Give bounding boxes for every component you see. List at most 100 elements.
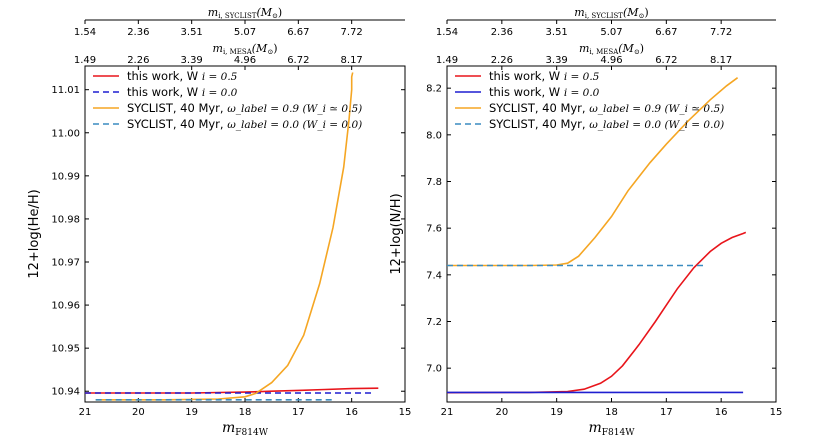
x-axis-label-sub: F814W bbox=[602, 428, 635, 438]
y-axis-label: 12+log(He/H) bbox=[27, 189, 42, 278]
x-tick-label: 21 bbox=[441, 407, 454, 418]
y-tick-label: 7.0 bbox=[426, 364, 442, 375]
y-tick-label: 8.2 bbox=[426, 84, 442, 95]
x-tick-label: 19 bbox=[550, 407, 563, 418]
legend-label-1: this work, W i = 0.5 bbox=[127, 69, 238, 83]
top-axis-1-tick-label: 3.51 bbox=[546, 27, 568, 38]
y-tick-label: 11.01 bbox=[51, 85, 80, 96]
y-tick-label: 10.97 bbox=[51, 258, 80, 269]
y-tick-label: 10.98 bbox=[51, 214, 80, 225]
top-axis-1-tick-label: 7.72 bbox=[710, 27, 732, 38]
top-axis-1-label-part: ) bbox=[644, 6, 648, 19]
x-tick-label: 15 bbox=[399, 407, 412, 418]
top-axis-2-label-part: i, MESA bbox=[223, 48, 253, 56]
legend-label-math: i = 0.5 bbox=[564, 71, 600, 83]
x-tick-label: 21 bbox=[79, 407, 92, 418]
legend-label-3: SYCLIST, 40 Myr, ω_label = 0.9 (W_i ≃ 0.… bbox=[127, 101, 362, 115]
top-axis-2-tick-label: 3.39 bbox=[546, 55, 568, 66]
top-axis-2-tick-label: 1.49 bbox=[74, 55, 96, 66]
panel-2: 21 20 19 18 17 16 157.07.27.47.67.88.08.2mF814… bbox=[389, 6, 782, 438]
x-axis-label: mF814W bbox=[589, 420, 636, 438]
panel-1: 21 20 19 18 17 16 15 10.94 10.95 10.96 10.97 10.98 1… bbox=[27, 6, 411, 438]
top-axis-1-tick-label: 5.07 bbox=[600, 27, 622, 38]
y-tick-label: 10.96 bbox=[51, 301, 80, 312]
legend-label-math: ω_label = 0.0 (W_i = 0.0) bbox=[589, 119, 724, 131]
top-axis-2-label: mi, MESA(M⊙) bbox=[579, 42, 644, 56]
top-axis-1-label-part: (M bbox=[256, 6, 272, 19]
top-axis-2-label-part: m bbox=[213, 42, 223, 55]
x-tick-label: 17 bbox=[660, 407, 673, 418]
top-axis-2-label-part: m bbox=[579, 42, 589, 55]
y-axis-label: 12+log(N/H) bbox=[389, 193, 404, 274]
legend-label-math: ω_label = 0.9 (W_i ≃ 0.5) bbox=[589, 103, 724, 115]
legend-label-1: this work, W i = 0.5 bbox=[489, 69, 600, 83]
top-axis-1-tick-label: 1.54 bbox=[74, 27, 96, 38]
legend-label-math: i = 0.0 bbox=[564, 87, 600, 99]
legend-label-math: i = 0.5 bbox=[202, 71, 238, 83]
x-tick-label: 16 bbox=[715, 407, 728, 418]
top-axis-2-label-part: ⊙ bbox=[634, 48, 640, 56]
legend-label-math: i = 0.0 bbox=[202, 87, 238, 99]
x-axis-label-m: m bbox=[222, 420, 235, 436]
x-tick-label: 20 bbox=[132, 407, 145, 418]
top-axis-2-label-part: ) bbox=[273, 42, 277, 55]
legend-label-text: this work, W bbox=[489, 85, 564, 99]
top-axis-1-tick-label: 5.07 bbox=[234, 27, 256, 38]
y-tick-label: 7.4 bbox=[426, 270, 442, 281]
legend-label-text: this work, W bbox=[127, 69, 202, 83]
top-axis-2-tick-label: 8.17 bbox=[710, 55, 732, 66]
x-axis-label: mF814W bbox=[222, 420, 269, 438]
top-axis-2-label: mi, MESA(M⊙) bbox=[213, 42, 278, 56]
legend-label-text: this work, W bbox=[489, 69, 564, 83]
legend-label-text: SYCLIST, 40 Myr, bbox=[489, 101, 589, 115]
x-tick-label: 20 bbox=[495, 407, 508, 418]
top-axis-1-label: mi, SYCLIST(M⊙) bbox=[574, 6, 648, 20]
x-tick-label: 17 bbox=[292, 407, 305, 418]
series-line-3 bbox=[95, 72, 354, 401]
x-tick-label: 15 bbox=[770, 407, 783, 418]
x-axis-label-sub: F814W bbox=[235, 428, 268, 438]
legend-label-math: ω_label = 0.0 (W_i = 0.0) bbox=[227, 119, 362, 131]
x-tick-label: 18 bbox=[605, 407, 618, 418]
y-tick-label: 7.8 bbox=[426, 177, 442, 188]
top-axis-1-label-part: ⊙ bbox=[272, 12, 278, 20]
legend-label-text: SYCLIST, 40 Myr, bbox=[127, 101, 227, 115]
top-axis-2-tick-label: 1.49 bbox=[436, 55, 458, 66]
top-axis-2-tick-label: 8.17 bbox=[341, 55, 363, 66]
y-tick-label: 7.2 bbox=[426, 317, 442, 328]
top-axis-2-label-part: ⊙ bbox=[267, 48, 273, 56]
legend-label-2: this work, W i = 0.0 bbox=[127, 85, 238, 99]
top-axis-1-label-part: ⊙ bbox=[639, 12, 645, 20]
top-axis-2-label-part: (M bbox=[252, 42, 268, 55]
top-axis-2-tick-label: 3.39 bbox=[181, 55, 203, 66]
top-axis-2-tick-label: 4.96 bbox=[600, 55, 622, 66]
y-tick-label: 10.99 bbox=[51, 171, 80, 182]
top-axis-1-label-part: (M bbox=[623, 6, 639, 19]
top-axis-2-tick-label: 2.26 bbox=[491, 55, 513, 66]
top-axis-1-label-part: ) bbox=[278, 6, 282, 19]
top-axis-1-tick-label: 7.72 bbox=[341, 27, 363, 38]
legend-label-3: SYCLIST, 40 Myr, ω_label = 0.9 (W_i ≃ 0.… bbox=[489, 101, 724, 115]
top-axis-1-label-part: i, SYCLIST bbox=[218, 12, 257, 20]
top-axis-1-tick-label: 6.67 bbox=[287, 27, 309, 38]
legend-label-2: this work, W i = 0.0 bbox=[489, 85, 600, 99]
y-tick-label: 10.95 bbox=[51, 344, 80, 355]
top-axis-1-label-part: m bbox=[574, 6, 584, 19]
top-axis-2-label-part: (M bbox=[618, 42, 634, 55]
top-axis-1-label-part: i, SYCLIST bbox=[585, 12, 624, 20]
legend-label-math: ω_label = 0.9 (W_i ≃ 0.5) bbox=[227, 103, 362, 115]
top-axis-1-tick-label: 1.54 bbox=[436, 27, 458, 38]
top-axis-1-label: mi, SYCLIST(M⊙) bbox=[208, 6, 282, 20]
top-axis-2-label-part: ) bbox=[640, 42, 644, 55]
top-axis-2-label-part: i, MESA bbox=[589, 48, 619, 56]
top-axis-2-tick-label: 2.26 bbox=[127, 55, 149, 66]
x-tick-label: 18 bbox=[239, 407, 252, 418]
x-axis-label-m: m bbox=[589, 420, 602, 436]
y-tick-label: 11.00 bbox=[51, 128, 80, 139]
legend-label-text: this work, W bbox=[127, 85, 202, 99]
top-axis-2-tick-label: 6.72 bbox=[287, 55, 309, 66]
top-axis-1-tick-label: 2.36 bbox=[127, 27, 149, 38]
top-axis-1-tick-label: 6.67 bbox=[655, 27, 677, 38]
y-tick-label: 10.94 bbox=[51, 387, 80, 398]
top-axis-2-tick-label: 6.72 bbox=[655, 55, 677, 66]
